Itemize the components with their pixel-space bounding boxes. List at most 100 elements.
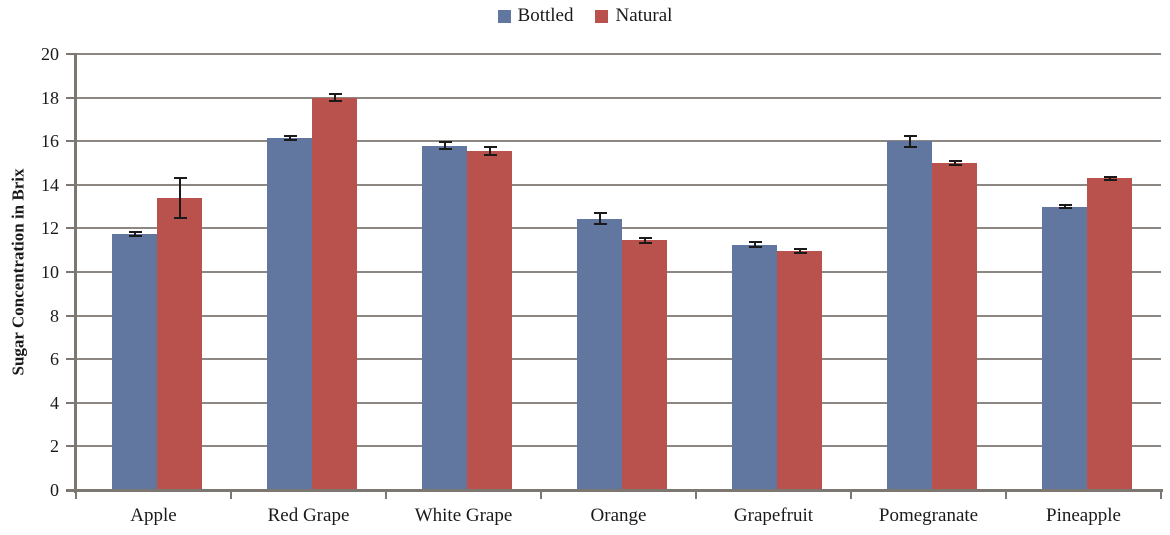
error-bar-bottled-pineapple-cap-top: [1058, 203, 1072, 206]
legend-item-natural: Natural: [595, 5, 672, 27]
x-category-label-orange: Orange: [590, 505, 647, 526]
x-category-label-white-grape: White Grape: [414, 505, 513, 526]
y-tick-label-16: 16: [41, 131, 59, 152]
y-axis-line: [74, 53, 77, 493]
x-axis-line: [66, 489, 1163, 492]
y-tick-2: [66, 445, 75, 448]
error-bar-bottled-pomegranate-cap-top: [903, 134, 917, 137]
legend-label-bottled: Bottled: [517, 5, 574, 26]
bar-natural-red-grape: [312, 97, 357, 490]
y-tick-label-2: 2: [50, 436, 59, 457]
bar-natural-orange: [622, 240, 667, 490]
y-tick-label-20: 20: [41, 44, 59, 64]
y-tick-4: [66, 401, 75, 404]
gridline-20: [76, 53, 1161, 55]
gridline-14: [76, 183, 1161, 186]
error-bar-bottled-red-grape-line: [288, 135, 291, 141]
bar-bottled-white-grape: [422, 145, 467, 490]
y-tick-18: [66, 96, 75, 99]
y-tick-label-8: 8: [50, 305, 59, 326]
chart-legend: Bottled Natural: [0, 2, 1170, 30]
y-tick-20: [66, 53, 75, 55]
x-tick-1: [230, 492, 232, 499]
legend-item-bottled: Bottled: [497, 5, 574, 27]
bar-natural-white-grape: [467, 151, 512, 490]
error-bar-natural-grapefruit-line: [798, 249, 801, 254]
error-bar-natural-pomegranate-cap-top: [948, 159, 962, 162]
error-bar-bottled-apple-cap-bottom: [128, 235, 142, 238]
y-tick-label-12: 12: [41, 218, 59, 239]
y-tick-16: [66, 140, 75, 143]
error-bar-bottled-grapefruit-cap-top: [748, 241, 762, 244]
bar-bottled-pineapple: [1042, 206, 1087, 490]
bar-bottled-apple: [112, 233, 157, 490]
error-bar-natural-pineapple-cap-bottom: [1103, 179, 1117, 181]
error-bar-natural-orange-line: [643, 237, 646, 243]
x-tick-6: [1005, 492, 1007, 499]
error-bar-natural-grapefruit-cap-bottom: [793, 252, 807, 255]
error-bar-natural-pomegranate-line: [953, 160, 956, 166]
error-bar-natural-pineapple-cap-top: [1103, 175, 1117, 178]
x-tick-4: [695, 492, 697, 499]
error-bar-natural-white-grape-cap-bottom: [483, 154, 497, 157]
y-tick-8: [66, 314, 75, 317]
error-bar-natural-red-grape-line: [333, 94, 336, 101]
error-bar-bottled-orange-cap-top: [593, 212, 607, 215]
y-tick-10: [66, 271, 75, 273]
error-bar-bottled-pomegranate-line: [908, 135, 911, 147]
error-bar-natural-white-grape-line: [488, 146, 491, 156]
error-bar-bottled-grapefruit-cap-bottom: [748, 246, 762, 249]
error-bar-natural-white-grape-cap-top: [483, 145, 497, 148]
error-bar-bottled-grapefruit-line: [753, 242, 756, 248]
y-tick-14: [66, 183, 75, 186]
bar-bottled-grapefruit: [732, 244, 777, 490]
x-category-label-pineapple: Pineapple: [1046, 505, 1121, 526]
y-tick-label-6: 6: [50, 349, 59, 370]
y-tick-label-18: 18: [41, 87, 59, 108]
x-tick-0: [75, 492, 77, 499]
error-bar-bottled-pomegranate-cap-bottom: [903, 145, 917, 148]
error-bar-natural-apple-cap-bottom: [173, 216, 187, 219]
x-tick-5: [850, 492, 852, 499]
x-tick-7: [1160, 492, 1162, 499]
y-tick-label-14: 14: [41, 174, 59, 195]
error-bar-bottled-red-grape-cap-bottom: [283, 139, 297, 142]
y-tick-12: [66, 227, 75, 230]
x-category-label-red-grape: Red Grape: [267, 505, 350, 526]
error-bar-bottled-white-grape-cap-bottom: [438, 147, 452, 150]
bar-natural-grapefruit: [777, 251, 822, 490]
y-tick-label-10: 10: [41, 262, 59, 282]
error-bar-bottled-pineapple-line: [1063, 204, 1066, 209]
bar-natural-pineapple: [1087, 178, 1132, 490]
y-tick-6: [66, 358, 75, 361]
error-bar-natural-red-grape-cap-bottom: [328, 99, 342, 102]
error-bar-bottled-white-grape-line: [443, 142, 446, 149]
gridline-18: [76, 96, 1161, 99]
x-tick-3: [540, 492, 542, 499]
y-tick-label-4: 4: [50, 392, 59, 413]
error-bar-natural-apple-line: [178, 178, 181, 218]
error-bar-natural-apple-cap-top: [173, 177, 187, 180]
error-bar-bottled-red-grape-cap-top: [283, 134, 297, 137]
error-bar-bottled-pineapple-cap-bottom: [1058, 207, 1072, 210]
bar-bottled-pomegranate: [887, 141, 932, 490]
error-bar-bottled-apple-line: [133, 231, 136, 237]
y-tick-label-0: 0: [50, 480, 59, 500]
y-tick-0: [66, 489, 75, 491]
bar-natural-pomegranate: [932, 163, 977, 490]
x-category-label-pomegranate: Pomegranate: [878, 505, 979, 526]
error-bar-natural-orange-cap-bottom: [638, 242, 652, 244]
error-bar-bottled-white-grape-cap-top: [438, 141, 452, 144]
gridline-16: [76, 140, 1161, 143]
x-tick-2: [385, 492, 387, 499]
error-bar-bottled-apple-cap-top: [128, 230, 142, 233]
error-bar-bottled-orange-cap-bottom: [593, 223, 607, 226]
legend-label-natural: Natural: [615, 5, 673, 26]
legend-marker-natural: [595, 9, 609, 23]
error-bar-natural-pomegranate-cap-bottom: [948, 164, 962, 167]
error-bar-bottled-orange-line: [598, 213, 601, 225]
error-bar-natural-grapefruit-cap-top: [793, 248, 807, 251]
legend-marker-bottled: [497, 9, 511, 23]
error-bar-natural-red-grape-cap-top: [328, 93, 342, 96]
